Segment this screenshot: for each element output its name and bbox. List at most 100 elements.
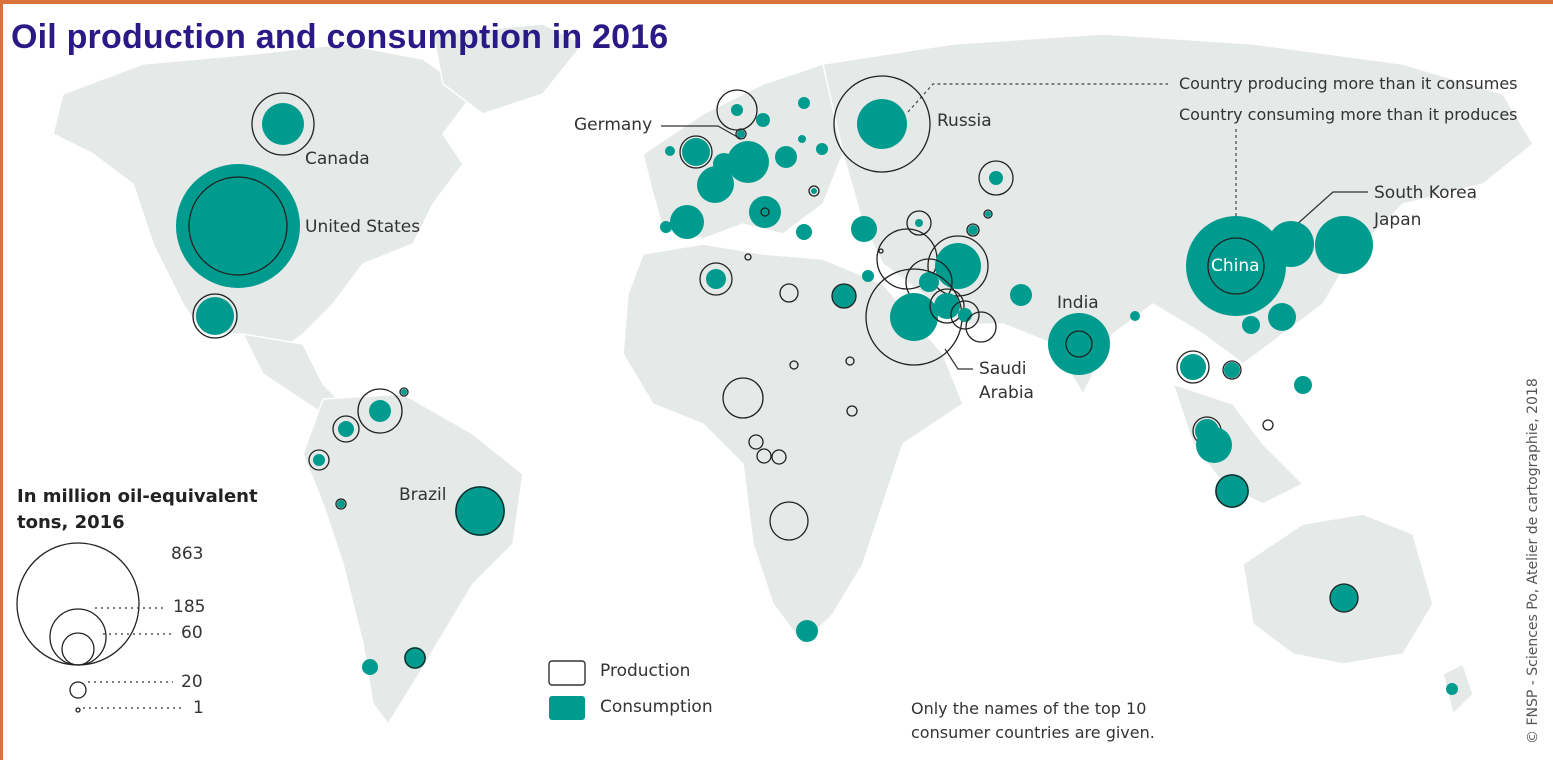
production-ring-vietnam bbox=[1222, 360, 1242, 380]
greenland-land bbox=[432, 23, 585, 115]
label-saudi-line1: Saudi bbox=[979, 359, 1027, 379]
consumption-bubble-brazil bbox=[455, 486, 505, 536]
land-masses bbox=[52, 23, 1534, 726]
consumption-bubble-kuwait bbox=[919, 272, 939, 292]
consumption-bubble-romania bbox=[811, 188, 817, 194]
consumption-bubble-south-africa bbox=[796, 620, 818, 642]
production-ring-argentina bbox=[404, 647, 426, 669]
consumption-bubble-ecuador bbox=[313, 454, 325, 466]
production-ring-thailand bbox=[1176, 350, 1210, 384]
production-ring-gabon bbox=[771, 449, 787, 465]
size-legend-value-60: 60 bbox=[181, 623, 203, 643]
world-map bbox=[16, 23, 1534, 726]
consumption-bubble-uzbekistan bbox=[985, 211, 991, 217]
consumption-bubble-azerbaijan bbox=[915, 219, 923, 227]
germany-leader bbox=[661, 125, 742, 140]
consumption-bubble-ukraine bbox=[816, 143, 828, 155]
production-ring-brunei bbox=[1262, 419, 1274, 431]
production-ring-canada bbox=[251, 92, 315, 156]
production-swatch bbox=[548, 660, 586, 686]
label-russia: Russia bbox=[937, 111, 992, 131]
production-ring-israel bbox=[878, 248, 884, 254]
credit-text: © FNSP - Sciences Po, Atelier de cartogr… bbox=[1525, 378, 1541, 744]
consumption-bubble-belarus bbox=[798, 135, 806, 143]
consumption-bubble-turkmenistan bbox=[968, 225, 978, 235]
production-ring-mexico bbox=[192, 293, 238, 339]
production-ring-china bbox=[1207, 237, 1265, 295]
footnote: Only the names of the top 10 consumer co… bbox=[911, 697, 1155, 745]
key-producer-text: Country producing more than it consumes bbox=[1179, 74, 1518, 93]
label-india: India bbox=[1057, 293, 1099, 313]
legend-circle-20 bbox=[69, 681, 87, 699]
label-leader-lines bbox=[661, 125, 1368, 370]
production-ring-italy bbox=[760, 207, 770, 217]
consumption-bubble-italy bbox=[749, 196, 781, 228]
production-ring-kazakhstan bbox=[978, 160, 1014, 196]
consumption-bubble-singapore bbox=[1196, 427, 1232, 463]
consumption-bubble-egypt bbox=[832, 284, 856, 308]
production-ring-ecuador bbox=[308, 449, 330, 471]
production-ring-tunisia bbox=[744, 253, 752, 261]
production-ring-romania bbox=[808, 185, 820, 197]
consumption-bubble-iran bbox=[935, 243, 981, 289]
consumption-bubble-mexico bbox=[196, 297, 234, 335]
consumption-bubble-united-states bbox=[176, 164, 300, 288]
legend-circle-185 bbox=[49, 608, 107, 666]
consumption-bubble-qatar bbox=[958, 308, 972, 322]
consumption-bubble-south-korea bbox=[1268, 221, 1314, 267]
consumption-bubble-algeria bbox=[706, 269, 726, 289]
consumption-bubble-vietnam bbox=[1224, 362, 1240, 378]
south-korea-leader bbox=[1294, 191, 1368, 227]
consumption-bubble-sweden bbox=[756, 113, 770, 127]
production-ring-russia bbox=[833, 75, 931, 173]
production-ring-iran bbox=[927, 235, 989, 297]
production-ring-uae bbox=[929, 288, 965, 324]
consumption-bubble-chile bbox=[362, 659, 378, 675]
size-legend-title-line1: In million oil-equivalent bbox=[17, 486, 258, 507]
label-brazil: Brazil bbox=[399, 485, 447, 505]
production-ring-brazil bbox=[455, 486, 505, 536]
legend-circle-863 bbox=[16, 542, 140, 666]
map-title: Oil production and consumption in 2016 bbox=[11, 18, 669, 56]
consumption-bubble-kazakhstan bbox=[989, 171, 1003, 185]
production-ring-norway bbox=[716, 89, 758, 131]
size-legend-value-1: 1 bbox=[193, 698, 204, 718]
key-consumer-text: Country consuming more than it produces bbox=[1179, 105, 1518, 124]
production-ring-colombia bbox=[332, 415, 360, 443]
consumption-legend-label: Consumption bbox=[600, 697, 713, 717]
footnote-line1: Only the names of the top 10 bbox=[911, 699, 1147, 718]
consumption-bubble-poland bbox=[775, 146, 797, 168]
label-saudi-line2: Arabia bbox=[979, 383, 1034, 403]
production-legend-label: Production bbox=[600, 661, 691, 681]
production-ring-turkmenistan bbox=[966, 223, 980, 237]
production-ring-australia bbox=[1329, 583, 1359, 613]
production-ring-algeria bbox=[699, 262, 733, 296]
production-ring-india bbox=[1065, 330, 1093, 358]
size-legend-circles bbox=[16, 542, 140, 713]
production-ring-eq-guinea bbox=[748, 434, 764, 450]
consumption-bubble-ireland bbox=[665, 146, 675, 156]
consumption-bubble-japan bbox=[1315, 216, 1373, 274]
production-ring-libya bbox=[779, 283, 799, 303]
consumption-swatch bbox=[549, 696, 585, 720]
production-ring-chad bbox=[789, 360, 799, 370]
size-legend-title-line2: tons, 2016 bbox=[17, 512, 125, 533]
consumption-bubble-hong-kong bbox=[1242, 316, 1260, 334]
consumption-bubble-argentina bbox=[404, 647, 426, 669]
consumption-bubble-philippines bbox=[1294, 376, 1312, 394]
consumption-bubble-sri-lanka bbox=[1130, 311, 1140, 321]
consumption-bubble-norway bbox=[731, 104, 743, 116]
consumption-bubble-thailand bbox=[1180, 354, 1206, 380]
production-ring-trinidad bbox=[399, 387, 409, 397]
production-ring-venezuela bbox=[357, 388, 403, 434]
consumption-bubble-turkey bbox=[851, 216, 877, 242]
legend-circle-60 bbox=[61, 632, 95, 666]
label-united-states: United States bbox=[305, 217, 421, 237]
production-ring-denmark bbox=[735, 128, 747, 140]
consumption-bubble-venezuela bbox=[369, 400, 391, 422]
size-legend-lines bbox=[83, 607, 181, 709]
production-ring-united-states bbox=[188, 176, 288, 276]
africa-land bbox=[622, 243, 964, 646]
production-ring-egypt bbox=[831, 283, 857, 309]
